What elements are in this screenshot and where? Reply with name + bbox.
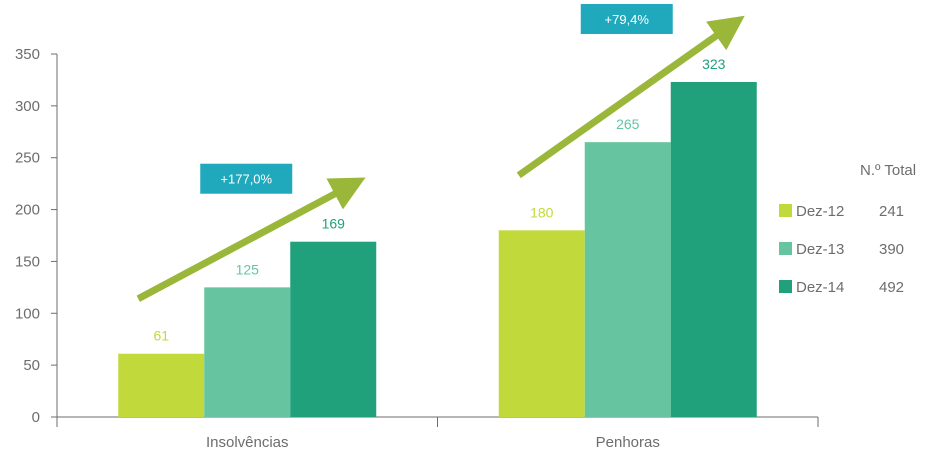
growth-annotations: +177,0% +79,4% [136,4,745,302]
y-tick-label: 100 [15,305,40,322]
y-tick-label: 350 [15,46,40,63]
axes: 0 50 100 150 200 250 300 350 Insolvências Penhora… [15,46,819,451]
legend-swatch [779,280,792,293]
growth-badge-text: +79,4% [605,12,650,27]
y-tick-label: 50 [23,357,40,374]
bar [204,287,291,417]
data-label: 323 [702,56,726,72]
y-tick-label: 150 [15,253,40,270]
legend-series-name: Dez-12 [796,203,844,220]
growth-badge-text: +177,0% [220,172,272,187]
growth-badge [200,163,293,194]
data-label: 265 [616,116,640,132]
bar [290,241,377,417]
x-category-label: Insolvências [206,434,289,451]
growth-badge [580,4,673,35]
y-tick-label: 0 [32,409,40,426]
legend-series-name: Dez-14 [796,279,844,296]
legend-series-total: 241 [879,203,904,220]
data-label: 125 [236,261,260,277]
growth-arrow [136,177,366,302]
y-tick-label: 250 [15,150,40,167]
growth-arrow [516,15,745,179]
legend-swatch [779,242,792,255]
data-label: 180 [530,204,554,220]
data-labels: 61 125 169 180 265 323 [153,56,725,344]
legend-total-header: N.º Total [860,162,916,179]
x-category-label: Penhoras [596,434,660,451]
data-label: 169 [322,216,346,232]
bar [118,353,205,417]
legend-swatch [779,204,792,217]
legend-series-total: 390 [879,241,904,258]
data-label: 61 [153,328,169,344]
bars [118,82,757,417]
bar [498,230,585,417]
bar [670,82,757,417]
legend-series-name: Dez-13 [796,241,844,258]
y-tick-label: 300 [15,98,40,115]
y-tick-label: 200 [15,202,40,219]
legend-series-total: 492 [879,279,904,296]
bar [584,142,671,417]
legend: N.º Total Dez-12 241 Dez-13 390 Dez-14 492 [779,162,916,296]
